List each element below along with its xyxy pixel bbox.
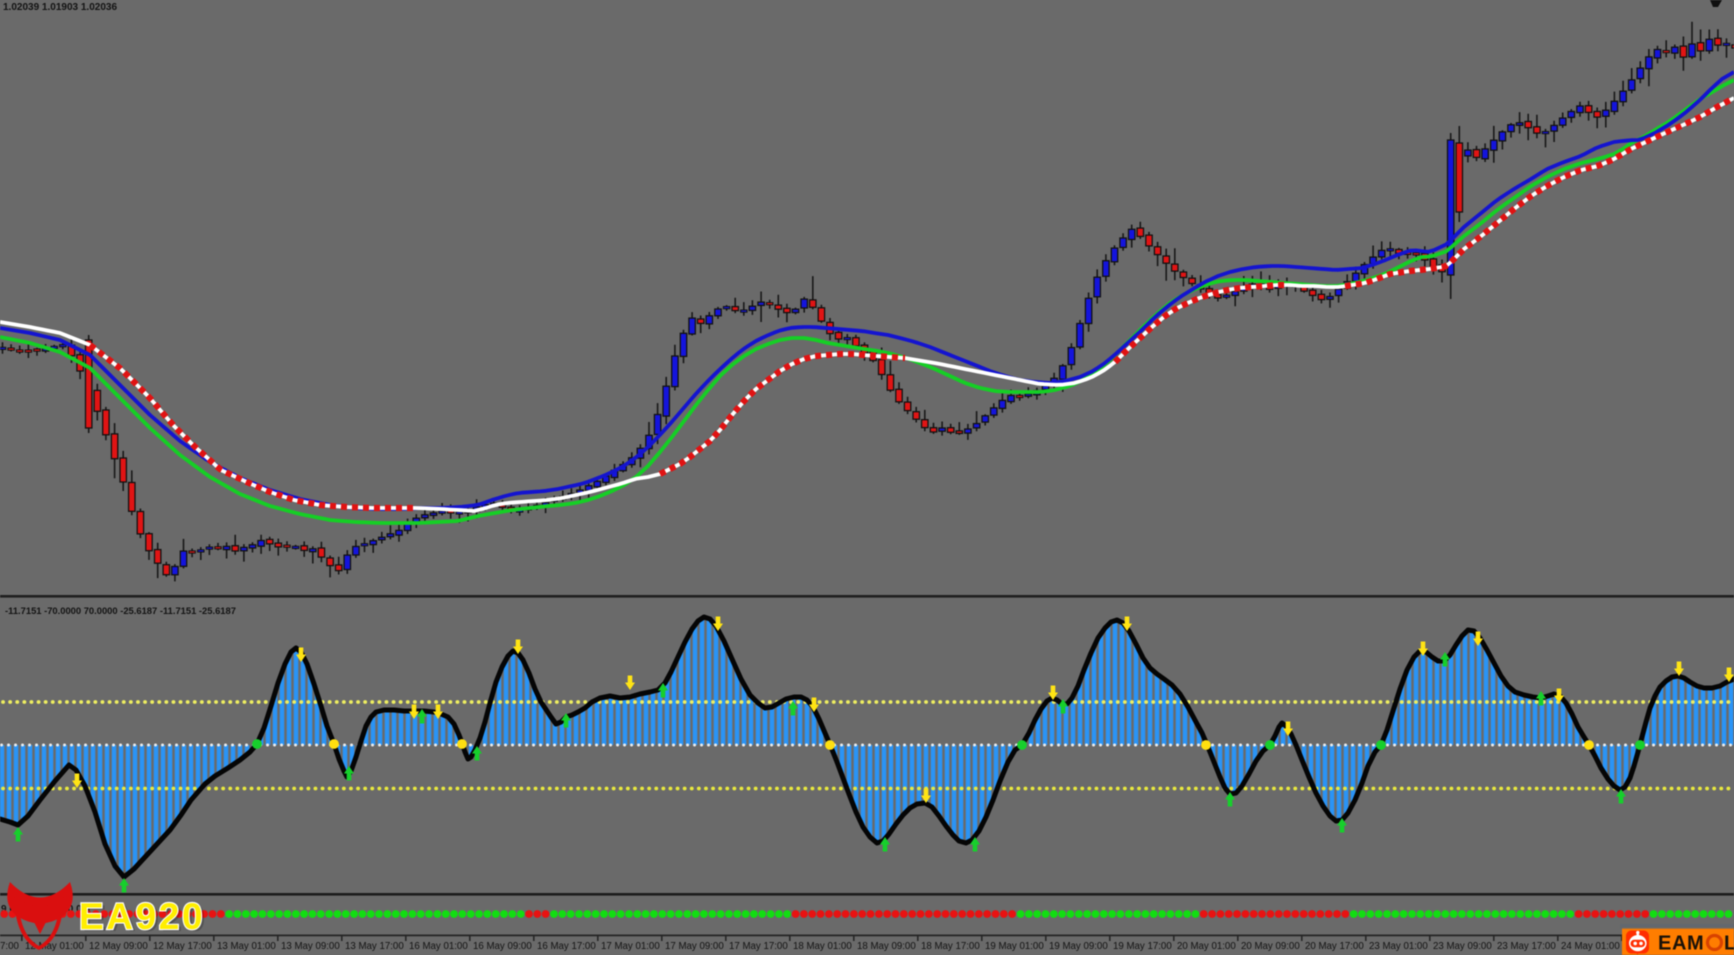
svg-text:16 May 01:00: 16 May 01:00 [409,941,468,952]
svg-text:24 May 01:00: 24 May 01:00 [1561,941,1620,952]
svg-text:L: L [1724,933,1734,955]
svg-text:13 May 09:00: 13 May 09:00 [281,941,340,952]
svg-text:18 May 17:00: 18 May 17:00 [921,941,980,952]
svg-text:EA920: EA920 [82,898,208,939]
svg-text:12 May 01:00: 12 May 01:00 [25,941,84,952]
svg-text:16 May 17:00: 16 May 17:00 [537,941,596,952]
svg-text:13 May 17:00: 13 May 17:00 [345,941,404,952]
svg-text:18 May 01:00: 18 May 01:00 [793,941,852,952]
svg-text:19 May 01:00: 19 May 01:00 [985,941,1044,952]
svg-text:23 May 17:00: 23 May 17:00 [1497,941,1556,952]
svg-text:-11.7151 -70.0000 70.0000 -25.: -11.7151 -70.0000 70.0000 -25.6187 -11.7… [5,605,236,616]
svg-text:EAM: EAM [1658,933,1704,955]
svg-text:23 May 09:00: 23 May 09:00 [1433,941,1492,952]
svg-text:12 May 17:00: 12 May 17:00 [153,941,212,952]
svg-text:17 May 01:00: 17 May 01:00 [601,941,660,952]
svg-text:20 May 01:00: 20 May 01:00 [1177,941,1236,952]
svg-text:1.02039 1.01903 1.02036: 1.02039 1.01903 1.02036 [3,2,117,13]
svg-text:19 May 09:00: 19 May 09:00 [1049,941,1108,952]
svg-text:18 May 09:00: 18 May 09:00 [857,941,916,952]
svg-text:EA920: EA920 [79,896,205,937]
svg-text:23 May 01:00: 23 May 01:00 [1369,941,1428,952]
svg-text:20 May 09:00: 20 May 09:00 [1241,941,1300,952]
svg-text:13 May 01:00: 13 May 01:00 [217,941,276,952]
svg-text:19 May 17:00: 19 May 17:00 [1113,941,1172,952]
svg-text:12 May 09:00: 12 May 09:00 [89,941,148,952]
svg-text:7:00: 7:00 [0,941,19,952]
svg-text:20 May 17:00: 20 May 17:00 [1305,941,1364,952]
svg-text:16 May 09:00: 16 May 09:00 [473,941,532,952]
svg-text:17 May 09:00: 17 May 09:00 [665,941,724,952]
svg-text:17 May 17:00: 17 May 17:00 [729,941,788,952]
